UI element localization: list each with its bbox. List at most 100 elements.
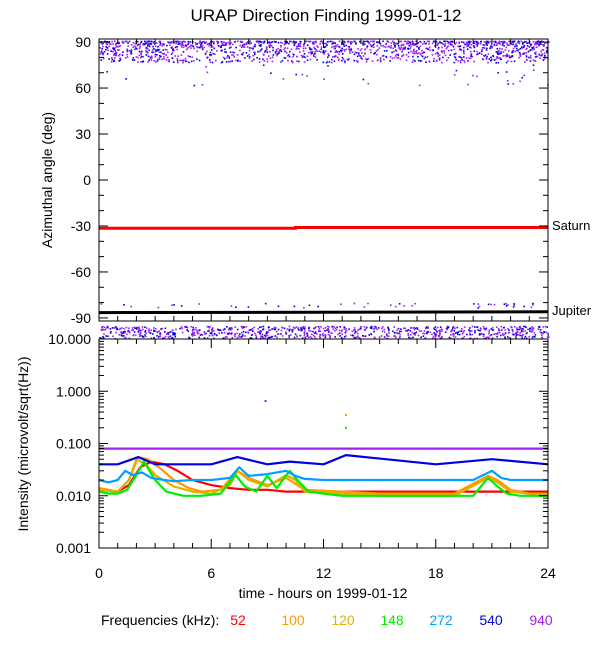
azimuth-point bbox=[303, 61, 306, 63]
azimuth-point bbox=[293, 43, 296, 45]
azimuth-point bbox=[312, 334, 315, 337]
azimuth-point bbox=[243, 326, 246, 329]
azimuth-point bbox=[140, 56, 142, 59]
azimuth-point bbox=[293, 53, 295, 56]
azimuth-point bbox=[425, 61, 427, 63]
azimuth-point bbox=[503, 41, 505, 44]
azimuth-point bbox=[173, 304, 175, 306]
azimuth-point bbox=[418, 84, 421, 87]
azimuth-point bbox=[300, 40, 302, 43]
azimuth-point bbox=[170, 53, 173, 55]
azimuth-point bbox=[486, 47, 488, 50]
azimuth-point bbox=[512, 50, 514, 52]
azimuth-point bbox=[137, 331, 140, 333]
azimuth-point bbox=[523, 337, 526, 339]
azimuth-point bbox=[116, 45, 118, 48]
azimuth-point bbox=[312, 53, 315, 55]
azimuth-point bbox=[341, 43, 343, 46]
azimuth-point bbox=[135, 334, 137, 337]
azimuth-point bbox=[395, 331, 397, 334]
azimuth-point bbox=[501, 328, 503, 331]
azimuth-point bbox=[311, 51, 313, 53]
azimuth-point bbox=[131, 59, 134, 61]
azimuth-point bbox=[458, 42, 460, 44]
azimuth-point bbox=[299, 43, 301, 46]
azimuth-point bbox=[306, 335, 308, 337]
azimuth-point bbox=[412, 59, 415, 61]
azimuth-point bbox=[300, 328, 303, 330]
azimuth-point bbox=[312, 331, 314, 333]
azimuth-point bbox=[181, 59, 183, 62]
azimuth-point bbox=[138, 47, 141, 50]
azimuth-point bbox=[456, 331, 458, 334]
azimuth-point bbox=[433, 327, 435, 329]
azimuth-point bbox=[276, 336, 278, 339]
azimuth-point bbox=[495, 333, 497, 335]
azimuth-point bbox=[257, 331, 259, 334]
azimuth-point bbox=[262, 58, 264, 61]
azimuth-point bbox=[263, 60, 266, 62]
azimuth-point bbox=[302, 47, 305, 50]
azimuth-point bbox=[322, 51, 324, 54]
azimuth-point bbox=[487, 336, 489, 338]
azimuth-point bbox=[241, 335, 244, 338]
azimuth-point bbox=[527, 50, 530, 53]
azimuth-point bbox=[292, 41, 294, 44]
azimuth-point bbox=[163, 43, 165, 46]
azimuth-point bbox=[217, 45, 220, 47]
azimuth-point bbox=[244, 335, 246, 337]
azimuth-point bbox=[153, 330, 155, 332]
azimuth-point bbox=[441, 51, 443, 54]
azimuth-point bbox=[532, 64, 535, 66]
azimuth-point bbox=[346, 40, 349, 43]
azimuth-point bbox=[167, 41, 169, 43]
azimuth-point bbox=[121, 54, 124, 56]
azimuth-point bbox=[251, 47, 253, 49]
azimuth-point bbox=[354, 332, 356, 335]
azimuth-point bbox=[517, 49, 520, 51]
azimuth-point bbox=[427, 48, 429, 51]
azimuth-point bbox=[504, 337, 506, 339]
azimuth-point bbox=[203, 331, 206, 333]
azimuth-point bbox=[523, 305, 525, 308]
azimuth-point bbox=[469, 50, 472, 53]
azimuth-point bbox=[250, 42, 252, 44]
azimuth-point bbox=[482, 326, 485, 328]
azimuth-point bbox=[371, 45, 373, 48]
azimuth-point bbox=[512, 330, 514, 333]
azimuth-point bbox=[160, 328, 162, 330]
azimuth-point bbox=[146, 52, 149, 54]
azimuth-point bbox=[288, 42, 290, 45]
azimuth-point bbox=[320, 46, 323, 48]
azimuth-point bbox=[141, 50, 143, 53]
azimuth-point bbox=[132, 42, 135, 44]
azimuth-point bbox=[206, 337, 209, 339]
azimuth-point bbox=[385, 55, 387, 58]
azimuth-point bbox=[438, 330, 440, 332]
azimuth-point bbox=[352, 334, 354, 337]
azimuth-point bbox=[199, 40, 201, 43]
azimuth-point bbox=[163, 337, 166, 339]
azimuth-point bbox=[438, 332, 441, 335]
azimuth-point bbox=[102, 42, 104, 45]
azimuth-point bbox=[433, 328, 436, 331]
azimuth-point bbox=[412, 44, 415, 46]
azimuth-point bbox=[193, 84, 196, 87]
azimuth-point bbox=[437, 42, 439, 44]
azimuth-point bbox=[310, 53, 312, 55]
azimuth-point bbox=[118, 54, 120, 57]
intensity-y-tick-label: 10.000 bbox=[48, 331, 91, 347]
azimuth-point bbox=[310, 48, 313, 51]
azimuth-point bbox=[113, 327, 116, 329]
azimuth-point bbox=[113, 53, 116, 55]
azimuth-point bbox=[466, 42, 468, 44]
azimuth-point bbox=[260, 335, 262, 338]
azimuth-point bbox=[405, 59, 408, 62]
azimuth-point bbox=[320, 326, 322, 328]
azimuth-point bbox=[485, 49, 488, 51]
azimuth-point bbox=[105, 335, 107, 337]
azimuth-point bbox=[280, 45, 282, 47]
azimuth-point bbox=[141, 61, 144, 63]
azimuth-point bbox=[204, 333, 206, 335]
azimuth-point bbox=[461, 59, 463, 61]
